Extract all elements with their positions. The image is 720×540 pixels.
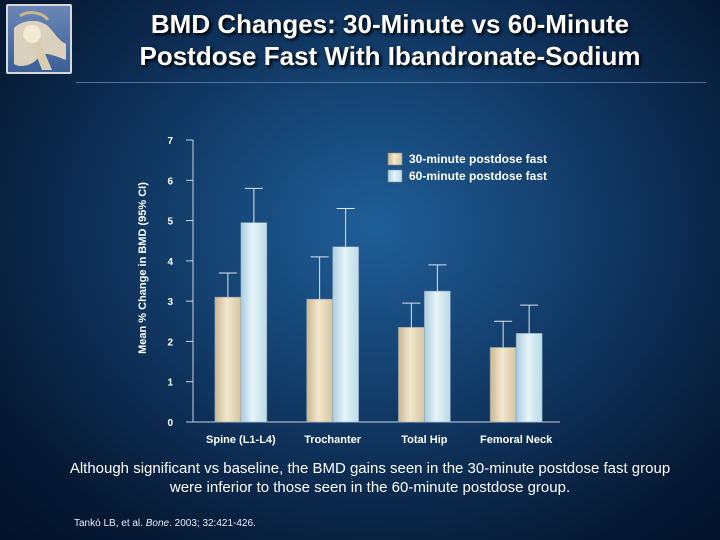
y-tick-label: 5 — [167, 217, 173, 228]
bar — [306, 298, 333, 423]
bar — [424, 290, 451, 423]
legend: 30-minute postdose fast 60-minute postdos… — [387, 152, 547, 183]
x-tick-label: Trochanter — [304, 434, 362, 446]
y-tick-label: 1 — [167, 378, 173, 389]
citation-details: . 2003; 32:421-426. — [169, 518, 256, 529]
bar — [398, 327, 425, 423]
x-tick-label: Total Hip — [401, 434, 448, 446]
y-tick-label: 6 — [167, 176, 173, 187]
slide-title: BMD Changes: 30-Minute vs 60-Minute Post… — [80, 8, 700, 72]
y-tick-label: 3 — [167, 297, 173, 308]
y-tick-label: 0 — [167, 418, 173, 429]
y-tick-label: 2 — [167, 337, 173, 348]
caption-line-2: were inferior to those seen in the 60-mi… — [169, 479, 571, 496]
legend-label: 30-minute postdose fast — [409, 152, 547, 166]
legend-swatch — [387, 152, 403, 166]
title-line-1: BMD Changes: 30-Minute vs 60-Minute — [150, 9, 630, 39]
axis-layer: 0 1 2 3 4 5 6 7 Spine (L1-L4) Trochanter Total Hip… — [167, 136, 560, 446]
bar — [332, 246, 359, 423]
caption: Although significant vs baseline, the BM… — [30, 459, 710, 497]
y-axis-label: Mean % Change in BMD (95% CI) — [137, 182, 149, 354]
citation: Tankó LB, et al. Bone. 2003; 32:421-426. — [74, 518, 256, 529]
bar — [515, 333, 543, 423]
bar — [214, 296, 242, 423]
legend-label: 60-minute postdose fast — [409, 169, 547, 183]
x-tick-label: Femoral Neck — [480, 434, 553, 446]
bar — [240, 222, 268, 423]
x-tick-label: Spine (L1-L4) — [206, 434, 276, 446]
title-line-2: Postdose Fast With Ibandronate-Sodium — [139, 41, 641, 71]
bar-layer — [214, 187, 543, 423]
citation-journal: Bone — [145, 518, 170, 529]
title-divider — [76, 82, 706, 83]
y-tick-label: 7 — [167, 136, 173, 147]
bar — [489, 347, 517, 423]
caption-line-1: Although significant vs baseline, the BM… — [69, 460, 671, 477]
legend-swatch — [387, 169, 403, 183]
citation-authors: Tankó LB, et al. — [74, 518, 143, 529]
y-tick-label: 4 — [167, 257, 173, 268]
hip-joint-logo — [6, 4, 72, 74]
